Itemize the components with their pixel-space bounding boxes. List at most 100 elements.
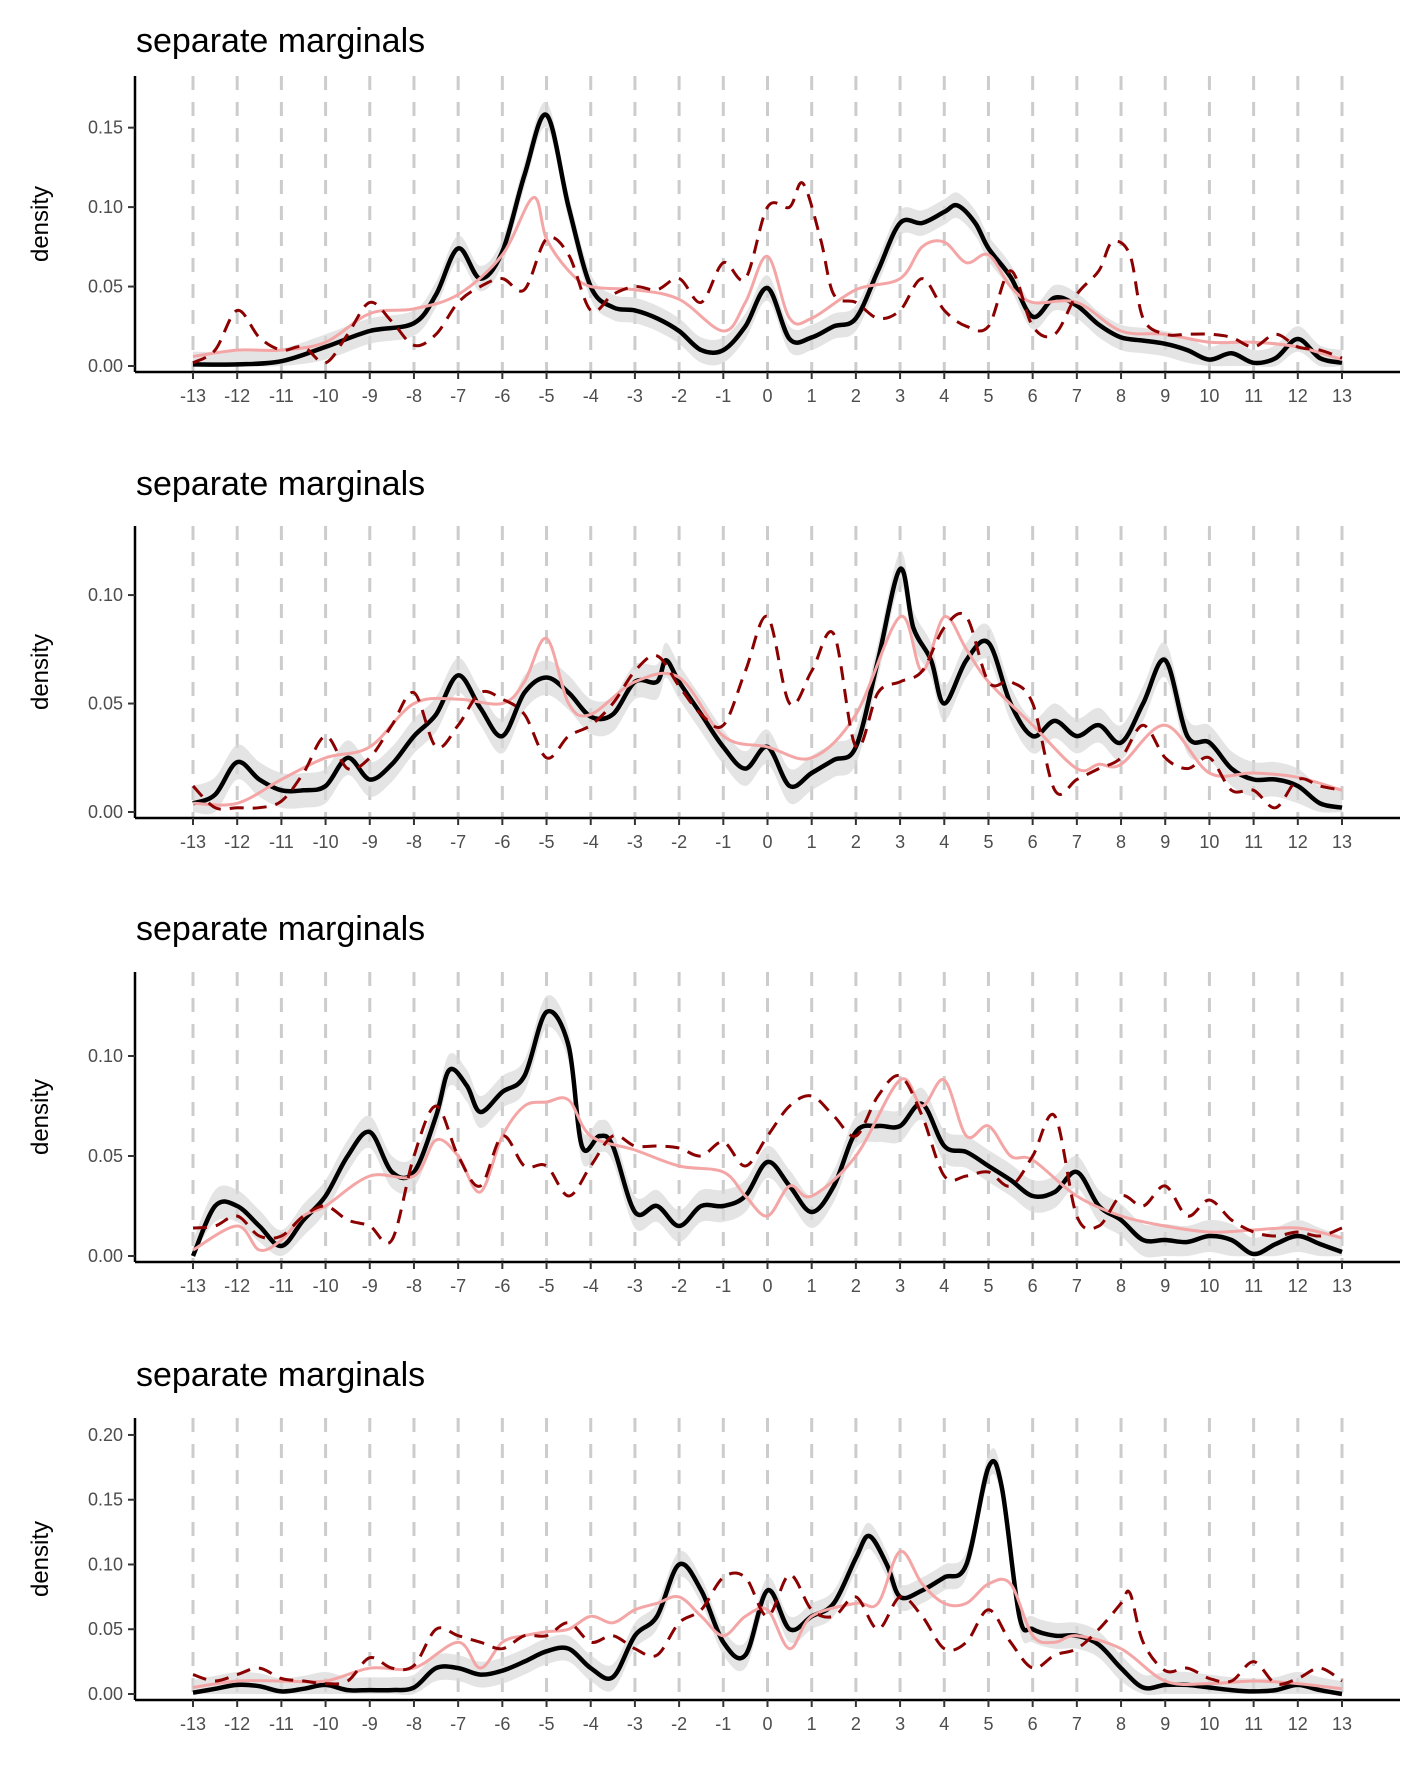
x-tick-label: -4 — [583, 1276, 599, 1296]
x-tick-label: 12 — [1288, 386, 1308, 406]
series-line-darkred-dashed — [191, 611, 1343, 811]
x-tick-label: 2 — [851, 832, 861, 852]
x-tick-label: 13 — [1332, 386, 1352, 406]
x-tick-label: 5 — [983, 386, 993, 406]
x-tick-label: 5 — [983, 1714, 993, 1734]
x-tick-label: 13 — [1332, 1714, 1352, 1734]
x-tick-label: 4 — [939, 386, 949, 406]
series-line-darkred-dashed — [192, 181, 1343, 365]
panel-3: separate marginalsdensity0.000.050.10-13… — [27, 910, 1400, 1296]
x-tick-label: -11 — [269, 832, 294, 852]
x-tick-label: -2 — [671, 1276, 687, 1296]
series-line-black-solid-with-ribbon — [190, 1008, 1343, 1257]
x-tick-label: 1 — [807, 1276, 817, 1296]
y-tick-label: 0.15 — [88, 1490, 123, 1510]
x-tick-label: -11 — [269, 1276, 294, 1296]
y-tick-label: 0.05 — [88, 1146, 123, 1166]
x-tick-label: -7 — [450, 832, 466, 852]
x-tick-label: 1 — [807, 386, 817, 406]
x-tick-label: -8 — [406, 386, 422, 406]
y-tick-label: 0.10 — [88, 197, 123, 217]
x-tick-label: 7 — [1072, 1276, 1082, 1296]
x-tick-label: -11 — [269, 386, 294, 406]
x-tick-label: -13 — [180, 1276, 206, 1296]
x-tick-label: -3 — [627, 1276, 643, 1296]
series-line-darkred-dashed — [192, 1074, 1343, 1245]
y-tick-label: 0.15 — [88, 118, 123, 138]
x-tick-label: -8 — [406, 1714, 422, 1734]
panel-title: separate marginals — [136, 465, 425, 503]
x-tick-label: 7 — [1072, 386, 1082, 406]
x-tick-label: 3 — [895, 832, 905, 852]
series-line-pink-solid — [192, 1077, 1343, 1252]
x-tick-label: -7 — [450, 1714, 466, 1734]
x-tick-label: -7 — [450, 1276, 466, 1296]
x-tick-label: -1 — [715, 832, 731, 852]
x-tick-label: 12 — [1288, 1714, 1308, 1734]
x-tick-label: -12 — [224, 1714, 250, 1734]
y-tick-label: 0.00 — [88, 1684, 123, 1704]
x-tick-label: 6 — [1028, 386, 1038, 406]
x-tick-label: -8 — [406, 1276, 422, 1296]
x-tick-label: -10 — [313, 1276, 339, 1296]
x-tick-label: 8 — [1116, 1714, 1126, 1734]
panel-4: separate marginals density 0.00 0.05 0.10 0.1… — [27, 1356, 1400, 1734]
x-tick-label: -2 — [671, 386, 687, 406]
x-tick-label: 13 — [1332, 1276, 1352, 1296]
x-tick-label: 10 — [1199, 1714, 1219, 1734]
x-tick-label: 11 — [1244, 1276, 1263, 1296]
x-tick-label: 7 — [1072, 832, 1082, 852]
x-tick-label: 6 — [1028, 832, 1038, 852]
x-tick-label: -3 — [627, 1714, 643, 1734]
x-tick-label: 8 — [1116, 386, 1126, 406]
x-tick-label: 0 — [762, 1714, 772, 1734]
x-tick-label: 4 — [939, 1714, 949, 1734]
y-tick-label: 0.05 — [88, 694, 123, 714]
series-line-pink-solid — [192, 196, 1343, 362]
y-axis-label: density — [27, 1079, 54, 1155]
x-tick-label: -13 — [180, 386, 206, 406]
x-tick-label: -5 — [539, 1714, 555, 1734]
x-tick-label: -11 — [269, 1714, 294, 1734]
x-tick-label: 12 — [1288, 832, 1308, 852]
y-axis-label: density — [27, 1521, 54, 1597]
x-tick-label: 8 — [1116, 1276, 1126, 1296]
x-tick-label: -2 — [671, 832, 687, 852]
x-tick-label: -10 — [313, 386, 339, 406]
x-tick-label: -9 — [362, 1276, 378, 1296]
x-tick-label: -8 — [406, 832, 422, 852]
x-tick-label: -10 — [313, 832, 339, 852]
x-tick-label: 3 — [895, 1714, 905, 1734]
series-line-pink-solid — [192, 1549, 1343, 1691]
y-tick-label: 0.05 — [88, 277, 123, 297]
x-tick-label: 5 — [983, 1276, 993, 1296]
y-tick-label: 0.00 — [88, 356, 123, 376]
panel-1: separate marginals density 0.00 0.05 0.10 0.1… — [27, 22, 1400, 406]
series-line-pink-solid — [192, 615, 1343, 807]
panel-title: separate marginals — [136, 22, 425, 60]
x-tick-label: 11 — [1244, 386, 1263, 406]
x-tick-label: 9 — [1160, 1714, 1170, 1734]
series-line-black-solid-with-ribbon — [192, 566, 1343, 810]
x-tick-label: -3 — [627, 386, 643, 406]
x-tick-label: 9 — [1160, 386, 1170, 406]
y-axis-label: density — [27, 634, 54, 710]
x-tick-label: -6 — [494, 386, 510, 406]
x-tick-label: -4 — [583, 832, 599, 852]
x-tick-label: -12 — [224, 832, 250, 852]
x-tick-label: -7 — [450, 386, 466, 406]
x-tick-label: -13 — [180, 1714, 206, 1734]
x-tick-label: 1 — [807, 1714, 817, 1734]
y-tick-label: 0.20 — [88, 1425, 123, 1445]
x-tick-label: -2 — [671, 1714, 687, 1734]
y-tick-label: 0.05 — [88, 1619, 123, 1639]
x-tick-label: 6 — [1028, 1714, 1038, 1734]
x-tick-label: -1 — [715, 1276, 731, 1296]
x-tick-label: 2 — [851, 1714, 861, 1734]
x-tick-label: 2 — [851, 386, 861, 406]
x-tick-label: -1 — [715, 386, 731, 406]
x-tick-label: -5 — [539, 832, 555, 852]
x-tick-label: 11 — [1244, 1714, 1263, 1734]
x-tick-label: 10 — [1199, 832, 1219, 852]
